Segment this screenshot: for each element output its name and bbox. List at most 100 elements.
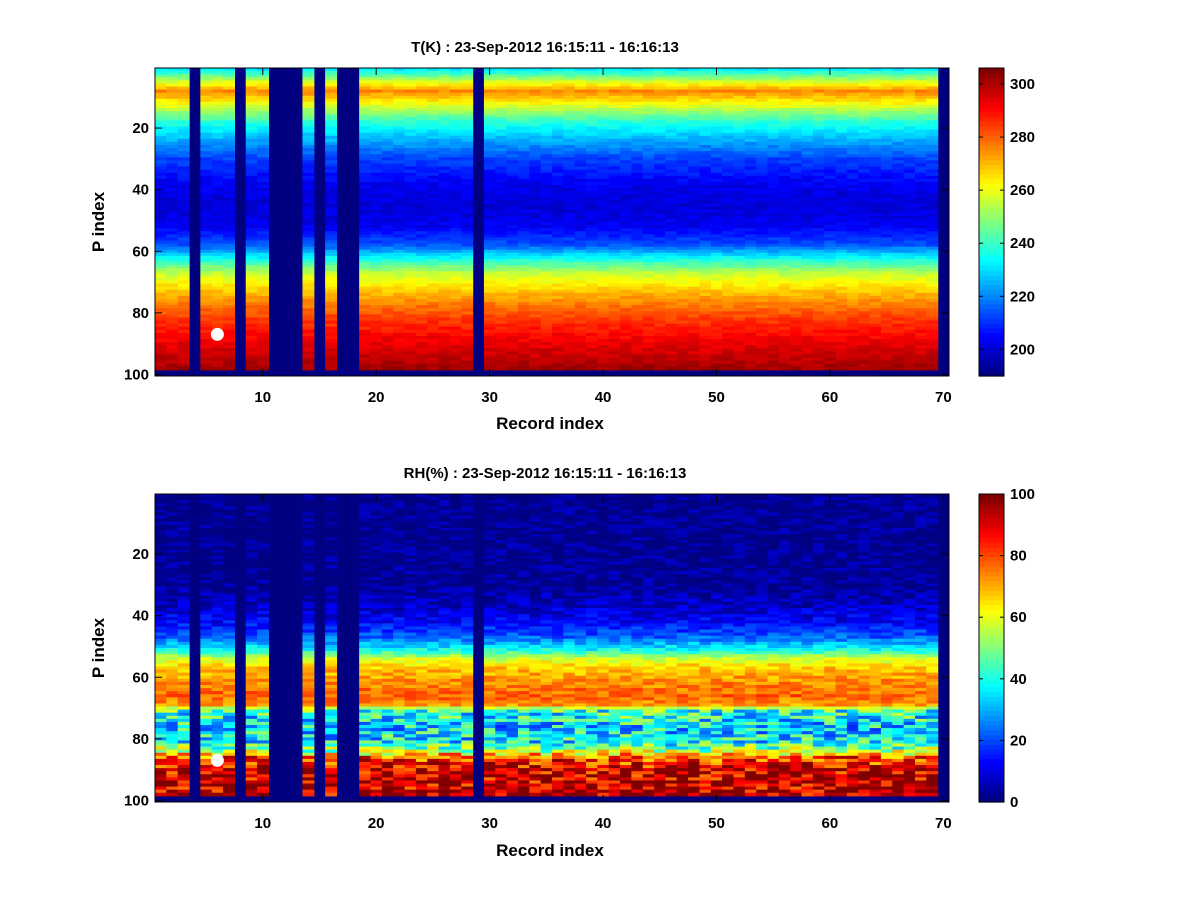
temperature-cell (302, 74, 315, 78)
temperature-cell (665, 114, 678, 118)
temperature-cell (586, 305, 598, 309)
temperature-cell (767, 326, 780, 331)
temperature-cell (438, 197, 451, 202)
temperature-cell (370, 258, 383, 263)
temperature-cell (608, 234, 621, 238)
temperature-cell (529, 126, 542, 131)
temperature-cell (517, 83, 530, 88)
temperature-cell (767, 194, 780, 198)
temperature-cell (155, 237, 167, 242)
temperature-cell (778, 345, 791, 349)
temperature-cell (381, 101, 394, 106)
temperature-cell (665, 366, 678, 371)
temperature-cell (620, 323, 632, 328)
temperature-cell (415, 98, 428, 103)
temperature-cell (597, 104, 610, 109)
temperature-cell (495, 215, 508, 220)
temperature-cell (733, 111, 746, 115)
temperature-cell (517, 194, 530, 198)
temperature-cell (393, 339, 406, 343)
temperature-cell (404, 89, 417, 94)
temperature-cell (552, 249, 564, 254)
temperature-cell (359, 311, 372, 315)
temperature-cell (790, 323, 803, 328)
temperature-cell (597, 194, 610, 198)
temperature-cell (506, 268, 519, 272)
temperature-cell (665, 342, 678, 346)
temperature-cell (461, 194, 474, 198)
temperature-cell (257, 274, 270, 279)
temperature-cell (449, 104, 462, 109)
temperature-cell (812, 68, 825, 72)
temperature-cell (177, 117, 190, 121)
temperature-cell (449, 348, 462, 352)
temperature-cell (223, 132, 235, 137)
temperature-cell (404, 129, 417, 134)
temperature-cell (495, 104, 508, 109)
temperature-cell (620, 252, 632, 257)
temperature-cell (529, 231, 542, 235)
temperature-cell (540, 172, 553, 177)
temperature-cell (642, 320, 655, 325)
temperature-cell (177, 120, 190, 125)
temperature-cell (722, 129, 735, 134)
temperature-cell (710, 237, 723, 242)
temperature-cell (552, 95, 564, 100)
temperature-cell (631, 145, 644, 149)
temperature-cell (563, 95, 576, 100)
temperature-cell (415, 141, 428, 146)
temperature-cell (552, 317, 564, 322)
temperature-cell (824, 222, 837, 226)
temperature-cell (654, 320, 667, 325)
temperature-cell (381, 323, 394, 328)
temperature-cell (620, 271, 632, 275)
temperature-cell (563, 83, 576, 88)
temperature-cell (778, 209, 791, 214)
temperature-cell (767, 74, 780, 78)
temperature-cell (211, 135, 224, 140)
temperature-cell (257, 332, 270, 337)
temperature-cell (586, 360, 598, 365)
temperature-cell (257, 104, 270, 109)
temperature-cell (517, 166, 530, 171)
temperature-cell (654, 132, 667, 137)
temperature-cell (688, 286, 701, 291)
temperature-cell (223, 277, 235, 282)
temperature-cell (177, 141, 190, 146)
temperature-cell (688, 157, 701, 161)
temperature-cell (529, 345, 542, 349)
temperature-cell (211, 191, 224, 195)
temperature-cell (359, 342, 372, 346)
temperature-cell (166, 68, 179, 72)
temperature-cell (370, 332, 383, 337)
temperature-cell (642, 89, 655, 94)
temperature-cell (325, 71, 338, 75)
temperature-cell (483, 283, 496, 288)
temperature-cell (529, 262, 542, 266)
temperature-cell (223, 157, 235, 161)
temperature-cell (642, 101, 655, 106)
temperature-cell (801, 120, 814, 125)
temperature-cell (245, 178, 258, 183)
temperature-cell (461, 175, 474, 180)
temperature-cell (302, 114, 315, 118)
temperature-cell (688, 212, 701, 217)
temperature-cell (245, 308, 258, 312)
temperature-cell (517, 366, 530, 371)
temperature-cell (438, 200, 451, 205)
temperature-cell (381, 154, 394, 158)
temperature-cell (790, 114, 803, 118)
temperature-cell (245, 188, 258, 192)
temperature-cell (563, 74, 576, 78)
temperature-cell (517, 135, 530, 140)
temperature-cell (449, 277, 462, 282)
temperature-cell (302, 335, 315, 340)
temperature-cell (563, 111, 576, 115)
temperature-cell (211, 320, 224, 325)
temperature-cell (801, 274, 814, 279)
temperature-cell (767, 283, 780, 288)
temperature-cell (461, 218, 474, 223)
temperature-cell (733, 218, 746, 223)
temperature-cell (166, 351, 179, 356)
temperature-cell (608, 123, 621, 128)
